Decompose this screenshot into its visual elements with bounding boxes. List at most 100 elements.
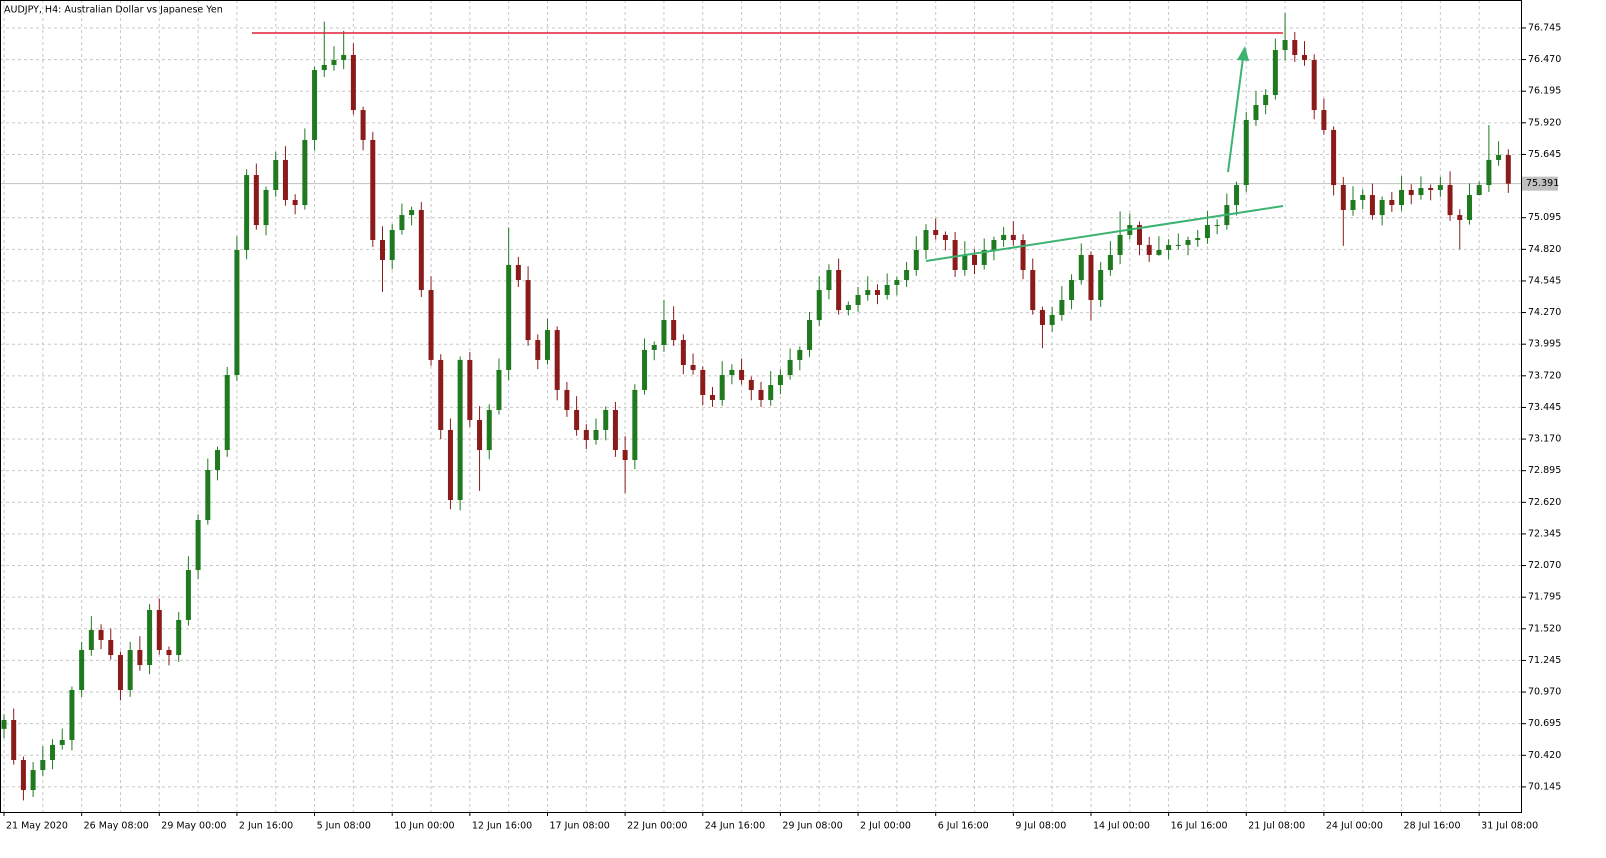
candle-body: [1389, 199, 1395, 206]
candle-body: [477, 419, 483, 450]
candle-body: [574, 409, 580, 430]
candle-body: [1107, 254, 1113, 271]
candle-body: [729, 369, 735, 376]
y-tick-label: 73.995: [1528, 339, 1561, 350]
x-tick-label: 9 Jul 08:00: [1015, 821, 1066, 832]
candle-body: [1069, 280, 1075, 301]
y-tick-label: 74.545: [1528, 275, 1561, 286]
candle-body: [1088, 254, 1094, 301]
candle-body: [244, 175, 250, 251]
x-tick-label: 21 May 2020: [6, 821, 68, 832]
candle-body: [544, 330, 550, 360]
x-tick-label: 29 Jun 08:00: [782, 821, 842, 832]
y-tick-label: 76.745: [1528, 22, 1561, 33]
candle-body: [1253, 104, 1259, 120]
candle-body: [933, 229, 939, 235]
candle-body: [1340, 185, 1346, 210]
forecast-arrow-head: [1237, 46, 1249, 61]
x-tick-label: 12 Jun 16:00: [472, 821, 532, 832]
candle-body: [845, 304, 851, 311]
candle-body: [1301, 54, 1307, 61]
candle-body: [166, 649, 172, 656]
candle-body: [234, 250, 240, 376]
candle-body: [176, 619, 182, 656]
candle-body: [1360, 195, 1366, 200]
candle-body: [273, 159, 279, 190]
candle-body: [224, 375, 230, 450]
candle-body: [30, 770, 36, 791]
candle-body: [1010, 234, 1016, 241]
candle-body: [1146, 244, 1152, 255]
candle-body: [1098, 270, 1104, 301]
y-tick-label: 75.645: [1528, 149, 1561, 160]
candle-body: [1369, 195, 1375, 216]
y-tick-label: 70.695: [1528, 718, 1561, 729]
candle-body: [719, 375, 725, 400]
candle-body: [603, 409, 609, 430]
candle-body: [884, 284, 890, 295]
y-tick-label: 71.795: [1528, 592, 1561, 603]
candle-body: [748, 379, 754, 390]
candle-body: [1156, 250, 1162, 255]
candle-body: [1234, 185, 1240, 206]
candle-body: [1, 720, 7, 729]
candle-body: [700, 369, 706, 396]
candle-body: [564, 389, 570, 410]
x-tick-label: 29 May 00:00: [161, 821, 226, 832]
candle-body: [215, 449, 221, 470]
chart-title: AUDJPY, H4: Australian Dollar vs Japanes…: [4, 5, 223, 16]
candle-body: [981, 250, 987, 265]
candle-body: [40, 760, 46, 771]
y-tick-label: 72.070: [1528, 560, 1561, 571]
candle-body: [195, 520, 201, 571]
candle-body: [50, 744, 56, 761]
candle-body: [1437, 185, 1443, 190]
candle-layer: [1, 12, 1511, 801]
candle-body: [690, 365, 696, 370]
candle-body: [59, 740, 65, 745]
candle-body: [117, 655, 123, 690]
candle-body: [874, 290, 880, 295]
candle-body: [88, 629, 94, 650]
candle-body: [952, 240, 958, 271]
candle-body: [79, 649, 85, 690]
candle-body: [632, 389, 638, 460]
candle-body: [1428, 188, 1434, 190]
candle-body: [1020, 240, 1026, 271]
candle-body: [1195, 238, 1201, 241]
last-price-box: [1522, 176, 1558, 191]
candle-body: [1049, 314, 1055, 325]
y-tick-label: 70.420: [1528, 750, 1561, 761]
candle-body: [1457, 215, 1463, 220]
y-tick-label: 75.920: [1528, 117, 1561, 128]
candle-body: [1263, 94, 1269, 105]
candle-body: [816, 290, 822, 321]
candle-body: [797, 349, 803, 360]
candle-body: [137, 649, 143, 666]
candle-body: [11, 720, 17, 761]
candle-body: [399, 215, 405, 230]
x-tick-label: 24 Jun 16:00: [705, 821, 765, 832]
candle-body: [612, 409, 618, 450]
candle-body: [758, 389, 764, 400]
y-tick-label: 72.620: [1528, 497, 1561, 508]
candle-body: [389, 229, 395, 261]
forecast-arrow: [1227, 57, 1244, 173]
candle-body: [1175, 244, 1181, 246]
y-tick-label: 75.095: [1528, 212, 1561, 223]
y-tick-label: 72.345: [1528, 528, 1561, 539]
candle-body: [457, 359, 463, 501]
candle-body: [331, 60, 337, 65]
candle-body: [1292, 40, 1298, 55]
y-tick-label: 74.270: [1528, 307, 1561, 318]
candle-body: [1137, 225, 1142, 245]
candle-body: [20, 760, 26, 791]
candle-body: [807, 320, 813, 350]
candle-body: [253, 175, 259, 226]
x-tick-label: 14 Jul 00:00: [1093, 821, 1150, 832]
candle-body: [962, 254, 968, 271]
x-tick-label: 5 Jun 08:00: [317, 821, 371, 832]
candle-body: [1272, 50, 1278, 95]
candle-body: [1185, 240, 1191, 245]
